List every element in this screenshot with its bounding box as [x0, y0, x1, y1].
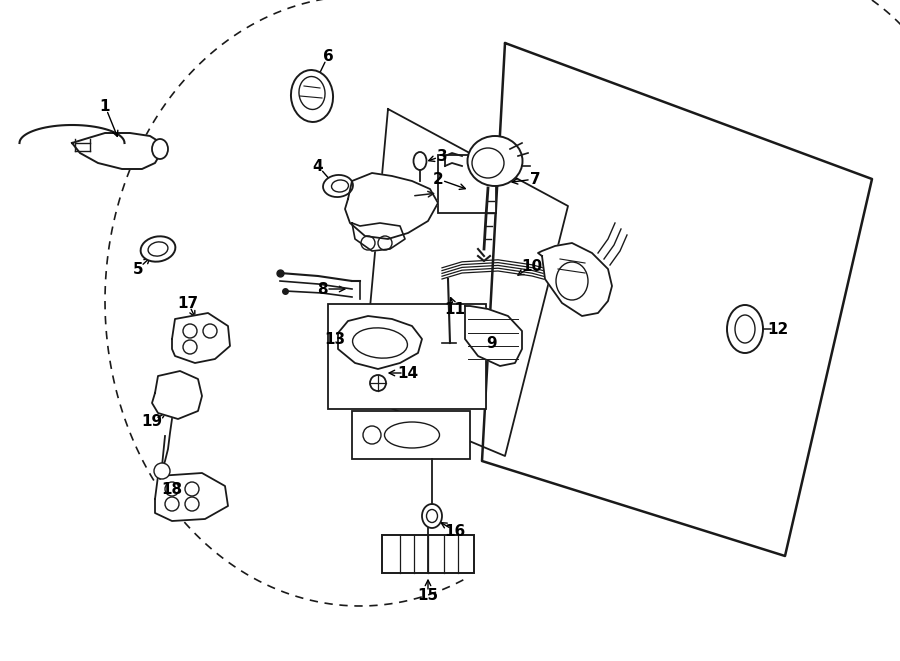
Text: 16: 16	[445, 524, 465, 539]
Text: 2: 2	[433, 171, 444, 186]
Circle shape	[154, 463, 170, 479]
Ellipse shape	[413, 152, 427, 170]
Text: 3: 3	[436, 149, 447, 163]
Text: 17: 17	[177, 295, 199, 311]
Polygon shape	[352, 223, 405, 251]
Polygon shape	[538, 243, 612, 316]
Bar	[352, 411, 470, 459]
Text: 4: 4	[312, 159, 323, 173]
Polygon shape	[338, 316, 422, 369]
Text: 7: 7	[530, 171, 540, 186]
Ellipse shape	[422, 504, 442, 528]
Ellipse shape	[467, 136, 523, 186]
Bar	[382, 535, 474, 573]
Polygon shape	[345, 173, 438, 239]
Text: 9: 9	[487, 336, 498, 350]
Text: 13: 13	[324, 332, 346, 346]
Polygon shape	[465, 306, 522, 366]
Ellipse shape	[291, 70, 333, 122]
Ellipse shape	[727, 305, 763, 353]
Ellipse shape	[152, 139, 168, 159]
Text: 12: 12	[768, 321, 788, 336]
Bar	[438, 155, 496, 213]
Bar	[328, 304, 486, 409]
Text: 8: 8	[317, 282, 328, 297]
Text: 11: 11	[445, 301, 465, 317]
Ellipse shape	[323, 175, 353, 197]
Text: 18: 18	[161, 481, 183, 496]
Polygon shape	[72, 133, 162, 169]
Text: 14: 14	[398, 366, 418, 381]
Text: 1: 1	[100, 98, 110, 114]
Polygon shape	[172, 313, 230, 363]
Text: 5: 5	[132, 262, 143, 276]
Text: 10: 10	[521, 258, 543, 274]
Polygon shape	[155, 473, 228, 521]
Ellipse shape	[140, 237, 176, 262]
Text: 19: 19	[141, 414, 163, 428]
Text: 6: 6	[322, 48, 333, 63]
Polygon shape	[152, 371, 202, 419]
Text: 15: 15	[418, 588, 438, 603]
